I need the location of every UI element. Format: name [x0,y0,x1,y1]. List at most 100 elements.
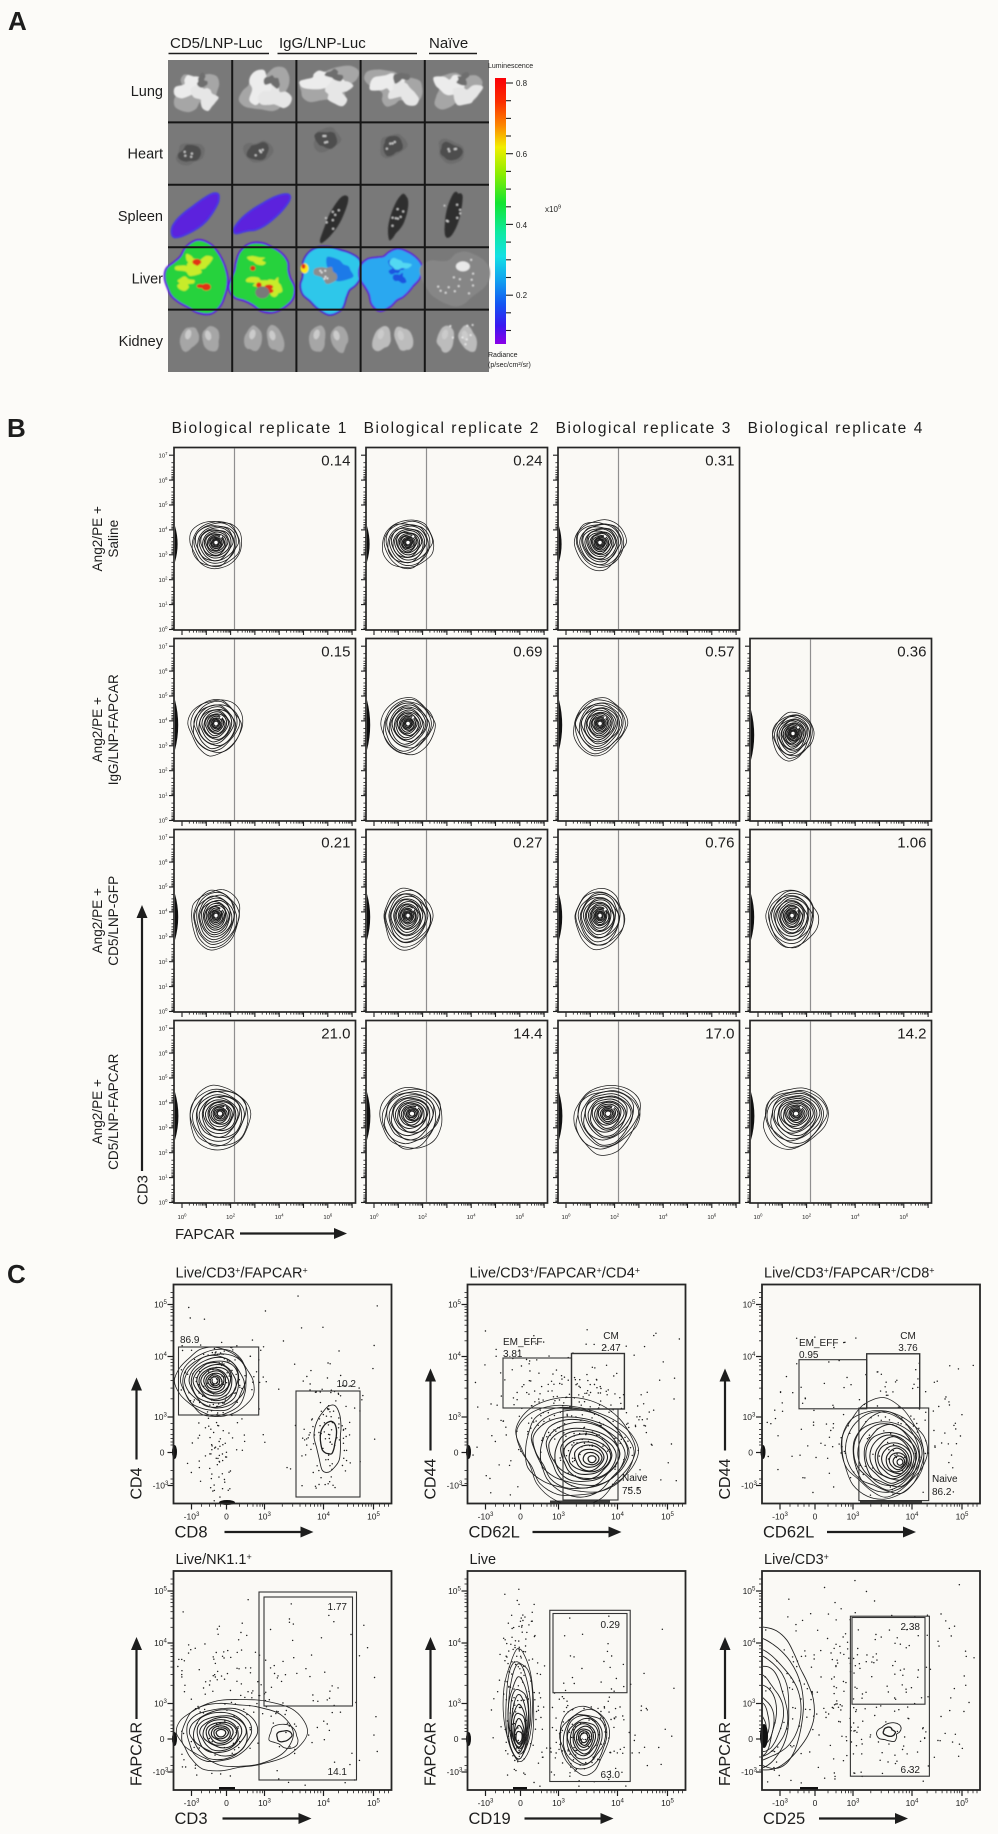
svg-text:105: 105 [159,501,169,510]
svg-text:104: 104 [154,1637,167,1648]
svg-text:CD3: CD3 [175,1810,208,1828]
svg-text:105: 105 [159,692,169,701]
svg-text:Heart: Heart [128,147,163,163]
svg-text:Spleen: Spleen [118,209,163,225]
svg-text:EM_EFF: EM_EFF [503,1337,542,1348]
svg-text:CM: CM [603,1331,619,1342]
svg-text:Live: Live [470,1552,497,1568]
svg-text:107: 107 [159,833,169,842]
svg-text:-103: -103 [153,1480,169,1491]
svg-text:105: 105 [154,1299,167,1310]
svg-text:6.32: 6.32 [901,1765,921,1776]
svg-text:103: 103 [258,1797,271,1808]
svg-text:FAPCAR: FAPCAR [423,1722,440,1786]
svg-text:75.5: 75.5 [622,1486,642,1497]
svg-text:104: 104 [159,526,169,535]
svg-text:Ang2/PE +: Ang2/PE + [90,1079,105,1144]
svg-text:Ang2/PE +: Ang2/PE + [90,888,105,953]
svg-text:(p/sec/cm²/sr): (p/sec/cm²/sr) [488,362,531,369]
svg-text:101: 101 [159,1173,169,1182]
svg-text:3.76: 3.76 [898,1343,918,1354]
svg-text:86.9: 86.9 [180,1335,200,1346]
svg-text:0: 0 [160,1734,165,1744]
svg-text:EM_EFF: EM_EFF [799,1338,838,1349]
svg-text:63.0: 63.0 [601,1770,621,1781]
svg-text:0: 0 [518,1798,523,1808]
svg-text:0.36: 0.36 [897,644,926,661]
svg-text:x109: x109 [545,205,561,214]
svg-text:Luminescence: Luminescence [488,63,533,70]
svg-text:-103: -103 [741,1480,757,1491]
svg-text:104: 104 [743,1351,756,1362]
svg-text:0: 0 [224,1798,229,1808]
svg-text:0: 0 [813,1512,818,1522]
svg-text:106: 106 [159,858,169,867]
svg-text:104: 104 [159,717,169,726]
svg-text:CD19: CD19 [469,1810,511,1828]
svg-text:106: 106 [707,1213,717,1222]
svg-text:103: 103 [258,1511,271,1522]
svg-text:103: 103 [448,1411,461,1422]
svg-text:CD62L: CD62L [469,1524,520,1542]
svg-text:Live/CD3+/FAPCAR+: Live/CD3+/FAPCAR+ [176,1266,308,1282]
svg-text:CD44: CD44 [423,1458,440,1499]
svg-text:105: 105 [448,1299,461,1310]
svg-text:0.15: 0.15 [321,644,350,661]
svg-text:0.24: 0.24 [513,453,542,470]
svg-text:0: 0 [518,1512,523,1522]
svg-text:Naïve: Naïve [429,35,468,52]
svg-text:102: 102 [159,1148,169,1157]
svg-text:104: 104 [611,1797,624,1808]
svg-text:FAPCAR: FAPCAR [175,1226,235,1243]
svg-text:0: 0 [454,1734,459,1744]
svg-text:0.8: 0.8 [516,79,528,88]
svg-text:0.21: 0.21 [321,835,350,852]
svg-text:Saline: Saline [106,520,121,558]
svg-text:Ang2/PE +: Ang2/PE + [90,506,105,571]
svg-text:100: 100 [159,1198,169,1207]
svg-text:10.2: 10.2 [337,1379,357,1390]
svg-text:Live/CD3+/FAPCAR+/CD4+: Live/CD3+/FAPCAR+/CD4+ [470,1266,641,1282]
svg-text:-103: -103 [741,1766,757,1777]
svg-text:105: 105 [159,1074,169,1083]
svg-text:103: 103 [743,1411,756,1422]
svg-text:CD5/LNP-FAPCAR: CD5/LNP-FAPCAR [106,1053,121,1170]
svg-text:Naive: Naive [622,1473,648,1484]
svg-text:A: A [8,6,27,36]
svg-text:0.57: 0.57 [705,644,734,661]
svg-text:0: 0 [160,1448,165,1458]
svg-text:0: 0 [454,1448,459,1458]
svg-text:103: 103 [552,1797,565,1808]
svg-text:0.76: 0.76 [705,835,734,852]
svg-text:Kidney: Kidney [119,334,164,350]
svg-text:0.4: 0.4 [516,221,528,230]
svg-text:-103: -103 [478,1797,494,1808]
svg-text:Live/CD3+: Live/CD3+ [764,1552,829,1568]
svg-text:0: 0 [224,1512,229,1522]
svg-text:17.0: 17.0 [705,1026,734,1043]
svg-text:107: 107 [159,1024,169,1033]
svg-text:105: 105 [956,1797,969,1808]
svg-text:100: 100 [159,816,169,825]
svg-text:104: 104 [611,1511,624,1522]
svg-text:CD44: CD44 [717,1458,734,1499]
svg-text:105: 105 [367,1797,380,1808]
svg-text:CD8: CD8 [175,1524,208,1542]
svg-text:104: 104 [906,1511,919,1522]
svg-text:104: 104 [851,1213,861,1222]
svg-text:Biological replicate 4: Biological replicate 4 [748,420,924,437]
svg-text:1.06: 1.06 [897,835,926,852]
svg-text:106: 106 [323,1213,333,1222]
svg-text:86.2: 86.2 [932,1487,952,1498]
svg-text:107: 107 [159,642,169,651]
svg-text:100: 100 [370,1213,380,1222]
svg-text:FAPCAR: FAPCAR [129,1722,146,1786]
svg-text:104: 104 [448,1351,461,1362]
svg-text:103: 103 [154,1698,167,1709]
svg-text:-103: -103 [184,1797,200,1808]
svg-text:0: 0 [748,1448,753,1458]
svg-text:102: 102 [159,766,169,775]
svg-text:0.27: 0.27 [513,835,542,852]
svg-text:105: 105 [661,1511,674,1522]
svg-text:CM: CM [900,1331,916,1342]
